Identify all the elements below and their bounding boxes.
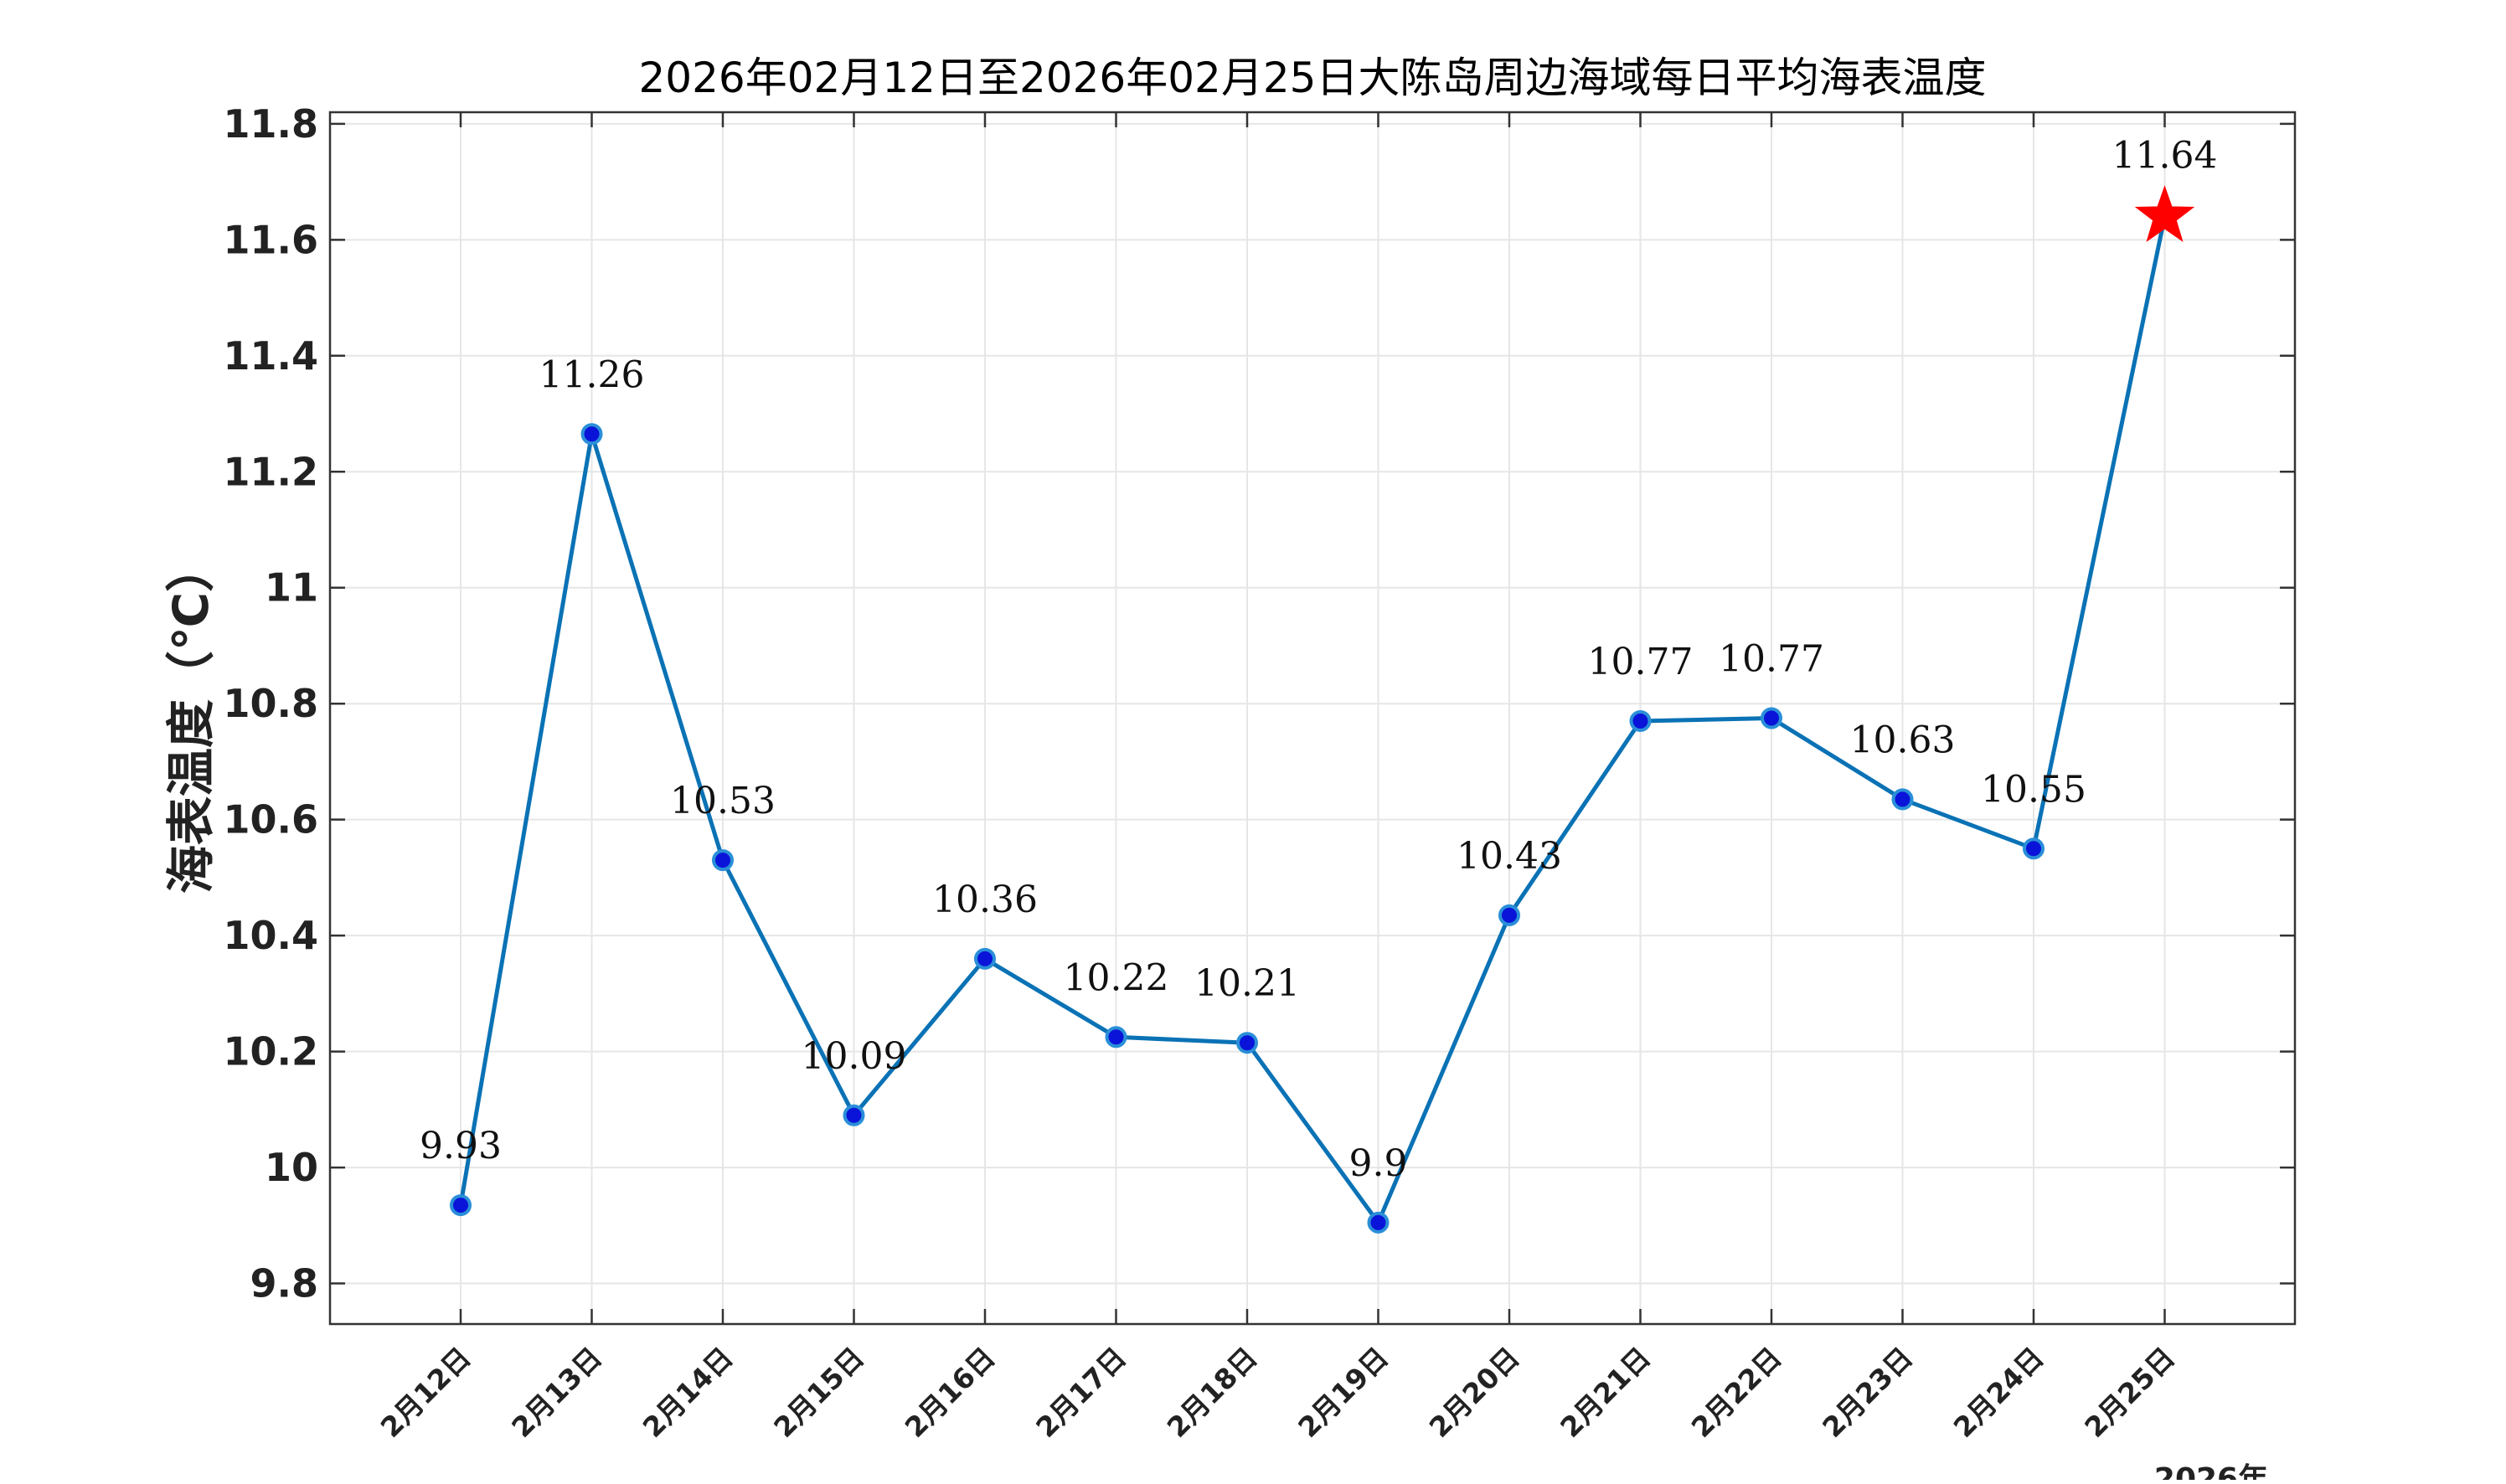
x-tick-label: 2月20日 <box>1423 1341 1526 1444</box>
y-tick-label: 10.6 <box>224 797 319 842</box>
data-label-layer: 9.93 11.26 10.53 10.09 10.36 10.22 10.21 9.9 10.… <box>420 135 2217 1185</box>
highlight-star-marker <box>2134 185 2195 242</box>
data-point <box>1105 1026 1127 1049</box>
data-point <box>1367 1211 1390 1234</box>
data-label: 10.43 <box>1457 835 1562 878</box>
y-tick-label: 11 <box>265 565 318 611</box>
data-point <box>450 1194 472 1217</box>
data-label: 9.9 <box>1349 1142 1408 1185</box>
x-tick-label: 2月16日 <box>899 1341 1002 1444</box>
data-point <box>580 423 603 446</box>
data-label: 10.63 <box>1850 719 1956 761</box>
x-tick-label: 2月15日 <box>767 1341 870 1444</box>
y-axis: 9.8 10 10.2 10.4 10.6 10.8 11 11.2 11.4 11.6 11.8 <box>224 101 2295 1306</box>
data-label: 10.22 <box>1064 956 1169 999</box>
data-label: 10.36 <box>932 879 1038 921</box>
x-tick-label: 2月25日 <box>2078 1341 2181 1444</box>
x-tick-label: 2月18日 <box>1161 1341 1264 1444</box>
y-tick-label: 10.4 <box>224 913 319 958</box>
y-tick-label: 11.6 <box>224 217 319 262</box>
y-tick-label: 10.8 <box>224 681 319 726</box>
data-point <box>843 1104 865 1126</box>
x-tick-label: 2月23日 <box>1816 1341 1919 1444</box>
data-label: 10.53 <box>670 780 776 822</box>
x-tick-label: 2月21日 <box>1554 1341 1657 1444</box>
series-line <box>458 216 2167 1225</box>
x-tick-label: 2月13日 <box>505 1341 608 1444</box>
y-tick-label: 10 <box>265 1145 318 1190</box>
x-tick-label: 2月19日 <box>1292 1341 1395 1444</box>
data-point <box>1891 788 1914 811</box>
y-tick-label: 10.2 <box>224 1029 319 1074</box>
data-label: 11.64 <box>2112 135 2218 178</box>
x-tick-label: 2月17日 <box>1029 1341 1132 1444</box>
data-point <box>1629 709 1652 732</box>
series-layer <box>450 185 2195 1234</box>
data-point <box>974 947 996 970</box>
data-point <box>1761 707 1782 729</box>
data-label: 10.09 <box>802 1035 907 1078</box>
chart-title: 2026年02月12日至2026年02月25日大陈岛周边海域每日平均海表温度 <box>639 54 1987 102</box>
data-point <box>2023 837 2045 860</box>
y-tick-label: 11.2 <box>224 449 319 494</box>
data-label: 10.55 <box>1981 768 2086 811</box>
data-label: 9.93 <box>420 1125 502 1167</box>
grid-layer <box>330 112 2295 1324</box>
y-axis-label: 海表温度（℃） <box>162 544 219 894</box>
x-tick-label: 2月24日 <box>1947 1341 2050 1444</box>
y-tick-label: 9.8 <box>250 1261 319 1306</box>
data-label: 10.77 <box>1588 641 1694 683</box>
x-tick-label: 2月14日 <box>637 1341 740 1444</box>
data-point <box>1236 1032 1258 1054</box>
year-label: 2026年 <box>2154 1462 2268 1480</box>
x-tick-label: 2月12日 <box>374 1341 477 1444</box>
x-axis: 2月12日 2月13日 2月14日 2月15日 2月16日 2月17日 2月18日 2月19日… <box>374 112 2181 1444</box>
y-tick-label: 11.8 <box>224 101 319 147</box>
data-point <box>712 849 734 872</box>
data-label: 10.77 <box>1719 638 1824 681</box>
plot-frame <box>328 111 2297 1326</box>
data-label: 10.21 <box>1194 962 1300 1005</box>
x-tick-label: 2月22日 <box>1685 1341 1788 1444</box>
data-label: 11.26 <box>539 353 645 396</box>
data-point <box>1498 904 1520 926</box>
y-tick-label: 11.4 <box>224 333 319 379</box>
